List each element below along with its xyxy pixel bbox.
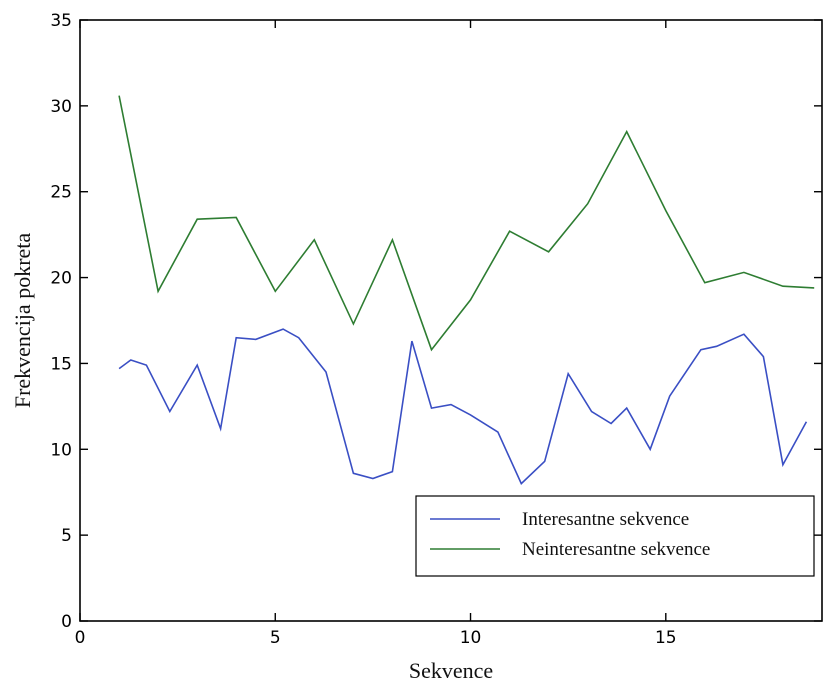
y-tick-label: 35 (50, 11, 72, 31)
legend-label-neinteresantne: Neinteresantne sekvence (522, 539, 710, 560)
y-axis-title: Frekvencija pokreta (10, 233, 35, 409)
series-lines (118, 95, 815, 485)
x-axis-title: Sekvence (409, 658, 493, 683)
y-tick-label: 10 (50, 440, 72, 460)
legend-label-interesantne: Interesantne sekvence (522, 509, 689, 530)
series-line-interesantne (118, 328, 808, 485)
y-tick-label: 15 (50, 354, 72, 374)
x-tick-label: 5 (270, 628, 281, 648)
x-tick-label: 10 (460, 628, 482, 648)
series-line-neinteresantne (118, 95, 815, 352)
x-tick-label: 0 (75, 628, 86, 648)
y-tick-label: 25 (50, 183, 72, 203)
legend: Interesantne sekvence Neinteresantne sek… (415, 495, 815, 577)
y-tick-label: 30 (50, 97, 72, 117)
y-tick-labels: 0 5 10 15 20 25 30 35 (50, 11, 72, 632)
y-tick-label: 0 (61, 612, 72, 632)
y-tick-label: 5 (61, 526, 72, 546)
x-tick-label: 15 (655, 628, 677, 648)
legend-box (415, 495, 815, 577)
plot-area-frame (79, 19, 823, 622)
x-tick-labels: 0 5 10 15 (75, 628, 677, 648)
y-tick-label: 20 (50, 269, 72, 289)
